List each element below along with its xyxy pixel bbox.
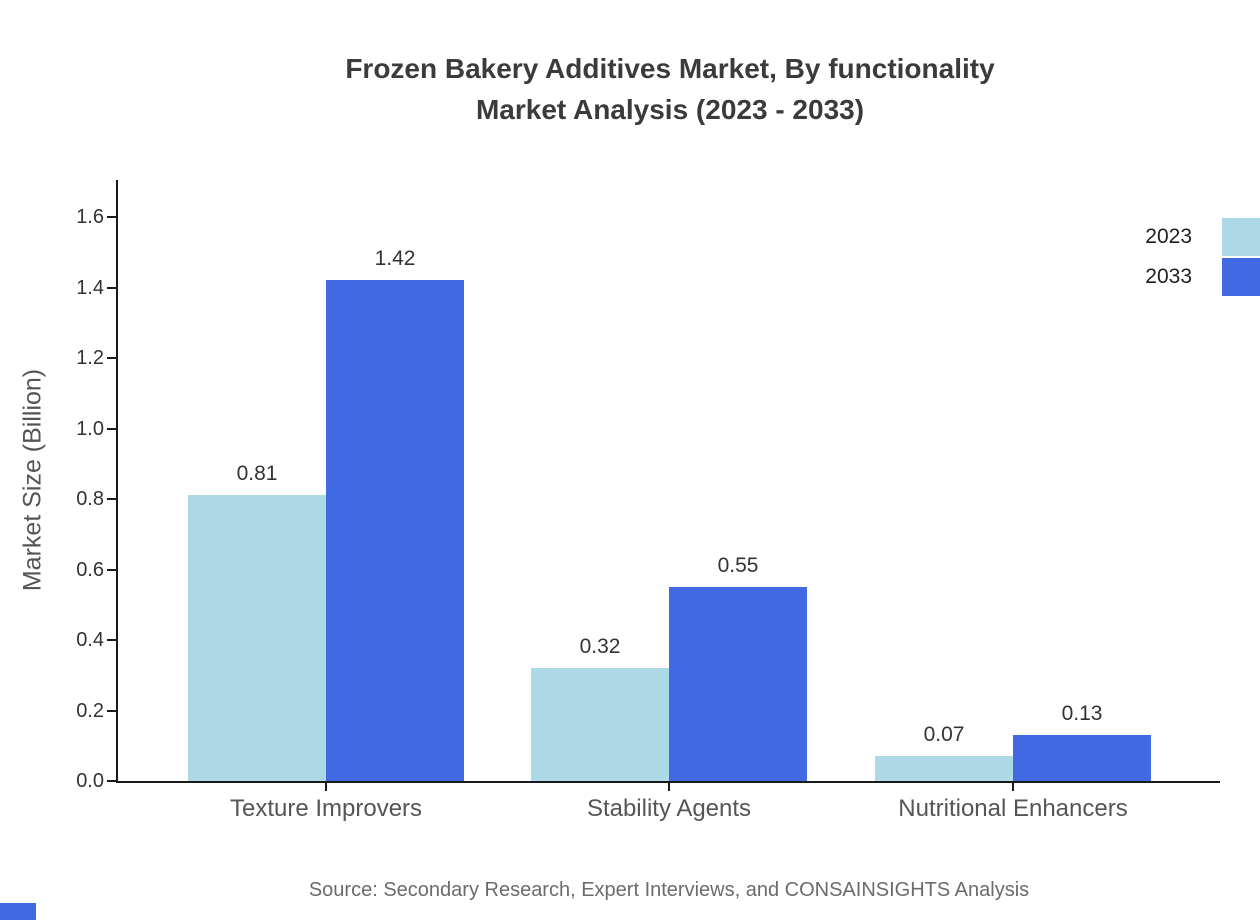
- bar-value-label: 0.81: [236, 462, 278, 486]
- bar-value-label: 0.07: [923, 723, 965, 747]
- y-tick-label: 1.2: [76, 347, 104, 369]
- y-tick-mark: [107, 568, 116, 571]
- legend-swatch: [1222, 258, 1260, 296]
- legend-label: 2033: [1145, 265, 1192, 288]
- corner-accent-bar: [0, 903, 36, 920]
- legend-item-2023: 2023: [1145, 218, 1260, 256]
- bar-value-label: 0.13: [1061, 702, 1103, 726]
- y-tick-label: 1.6: [76, 206, 104, 228]
- x-tick-mark: [668, 783, 670, 791]
- legend-item-2033: 2033: [1145, 258, 1260, 296]
- bar-2023-3: [875, 756, 1013, 781]
- y-tick-label: 0.4: [76, 629, 104, 651]
- bar-2023-1: [188, 495, 326, 781]
- legend: 2023 2033: [1145, 218, 1260, 298]
- y-tick-mark: [107, 357, 116, 359]
- x-category-label: Stability Agents: [586, 795, 752, 822]
- y-tick-mark: [107, 427, 116, 430]
- legend-swatch: [1222, 218, 1260, 256]
- chart-title-line1: Frozen Bakery Additives Market, By funct…: [345, 53, 995, 84]
- x-category-label: Texture Improvers: [229, 795, 423, 822]
- chart-title: Frozen Bakery Additives Market, By funct…: [80, 48, 1260, 130]
- y-tick-mark: [107, 216, 116, 218]
- bar-2033-1: [326, 280, 464, 781]
- y-tick-label: 1.4: [76, 276, 104, 299]
- x-tick-mark: [325, 783, 327, 791]
- bar-value-label: 1.42: [374, 247, 416, 271]
- y-tick-label: 0.6: [76, 558, 104, 581]
- x-category-label: Nutritional Enhancers: [898, 795, 1128, 822]
- y-tick-mark: [107, 639, 116, 641]
- source-note: Source: Secondary Research, Expert Inter…: [308, 879, 1030, 901]
- y-tick-label: 1.0: [76, 417, 104, 440]
- bar-2023-2: [531, 668, 669, 781]
- y-tick-mark: [107, 286, 116, 289]
- y-tick-label: 0.2: [76, 699, 104, 722]
- legend-label: 2023: [1145, 225, 1192, 248]
- bar-2033-3: [1013, 735, 1151, 781]
- y-tick-mark: [107, 780, 116, 782]
- bar-2033-2: [669, 587, 807, 781]
- bar-value-label: 0.32: [579, 635, 621, 659]
- y-tick-label: 0.8: [76, 488, 104, 510]
- x-tick-mark: [1012, 783, 1014, 791]
- x-axis-line: [116, 781, 1220, 783]
- bar-value-label: 0.55: [717, 554, 759, 578]
- chart-title-line2: Market Analysis (2023 - 2033): [475, 94, 865, 125]
- y-tick-mark: [107, 709, 116, 712]
- y-axis-line: [116, 180, 118, 783]
- y-tick-mark: [107, 498, 116, 500]
- y-tick-label: 0.0: [76, 770, 104, 792]
